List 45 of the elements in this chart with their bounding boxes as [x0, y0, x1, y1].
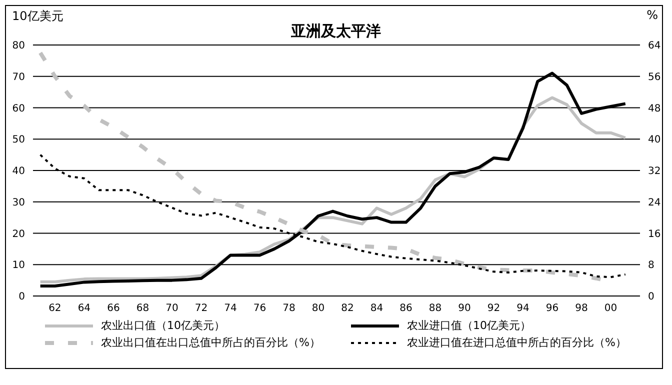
- y-tick-label: 60: [12, 103, 25, 114]
- y2-tick-label: 32: [648, 166, 661, 178]
- x-tick-label: 82: [341, 303, 354, 314]
- x-tick-label: 70: [166, 303, 178, 314]
- x-tick-label: 68: [136, 303, 150, 314]
- x-tick-label: 90: [458, 303, 471, 314]
- x-tick-label: 96: [546, 303, 559, 314]
- y2-tick-label: 8: [648, 260, 654, 272]
- y-tick-label: 40: [12, 166, 25, 178]
- y2-tick-label: 48: [648, 103, 661, 114]
- y-tick-label: 50: [12, 134, 25, 146]
- y-tick-label: 80: [12, 40, 25, 52]
- x-tick-label: 94: [516, 303, 530, 314]
- x-tick-label: 78: [282, 303, 296, 314]
- y2-tick-label: 64: [648, 40, 661, 52]
- x-tick-label: 84: [370, 303, 384, 314]
- y2-axis-title: %: [646, 8, 658, 22]
- x-tick-label: 62: [48, 303, 62, 314]
- x-tick-label: 92: [487, 303, 500, 314]
- x-tick-label: 00: [604, 303, 618, 314]
- y2-tick-label: 16: [648, 228, 661, 240]
- legend-label: 农业进口值在进口总值中所占的百分比（%）: [407, 335, 626, 350]
- y2-tick-label: 0: [648, 292, 654, 303]
- y2-tick-label: 40: [648, 134, 661, 146]
- x-tick-label: 76: [253, 303, 266, 314]
- x-tick-label: 74: [224, 303, 237, 314]
- x-tick-label: 72: [194, 303, 208, 314]
- y-tick-label: 10: [12, 260, 25, 272]
- x-tick-label: 88: [428, 303, 442, 314]
- y-tick-label: 30: [12, 197, 25, 208]
- x-tick-label: 66: [107, 303, 120, 314]
- legend-label: 农业进口值（10亿美元）: [407, 318, 531, 333]
- legend-label: 农业出口值（10亿美元）: [101, 318, 225, 333]
- y-tick-label: 20: [12, 228, 25, 240]
- x-tick-label: 86: [400, 303, 412, 314]
- x-tick-label: 64: [78, 303, 91, 314]
- legend-label: 农业出口值在出口总值中所占的百分比（%）: [101, 335, 320, 350]
- x-tick-label: 80: [312, 303, 325, 314]
- y-tick-label: 70: [12, 72, 25, 83]
- y-tick-label: 0: [18, 292, 25, 303]
- y-axis-title: 10亿美元: [12, 8, 64, 25]
- y2-tick-label: 56: [648, 72, 661, 83]
- x-tick-label: 98: [575, 303, 588, 314]
- y2-tick-label: 24: [648, 197, 661, 208]
- chart-title: 亚洲及太平洋: [290, 22, 382, 41]
